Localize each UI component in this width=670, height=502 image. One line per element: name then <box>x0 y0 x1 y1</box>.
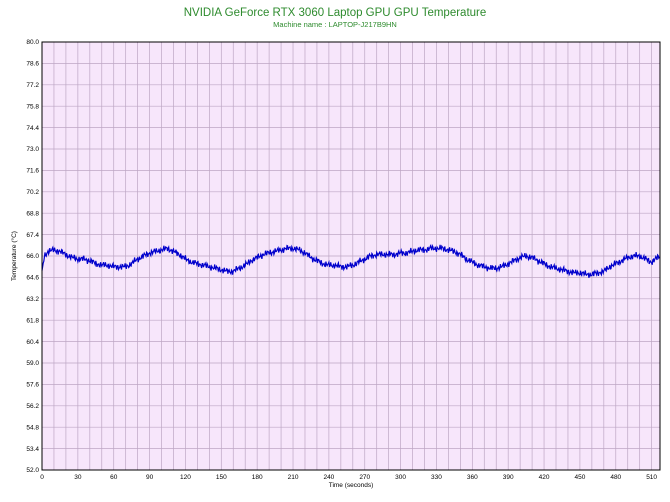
y-tick-label: 53.4 <box>26 446 39 453</box>
y-tick-label: 67.4 <box>26 232 39 239</box>
x-tick-label: 120 <box>180 474 191 481</box>
x-tick-label: 390 <box>503 474 514 481</box>
y-tick-label: 54.8 <box>26 424 39 431</box>
x-tick-label: 90 <box>146 474 154 481</box>
grid-lines <box>42 42 660 470</box>
x-tick-label: 240 <box>323 474 334 481</box>
x-tick-label: 270 <box>359 474 370 481</box>
chart-subtitle: Machine name : LAPTOP-J217B9HN <box>273 20 397 29</box>
x-tick-label: 450 <box>574 474 585 481</box>
x-tick-label: 330 <box>431 474 442 481</box>
x-tick-label: 0 <box>40 474 44 481</box>
x-axis-label: Time (seconds) <box>329 482 374 489</box>
y-tick-label: 73.0 <box>26 146 39 153</box>
x-tick-label: 180 <box>252 474 263 481</box>
x-tick-label: 480 <box>610 474 621 481</box>
chart-title: NVIDIA GeForce RTX 3060 Laptop GPU GPU T… <box>183 7 487 19</box>
x-tick-label: 360 <box>467 474 478 481</box>
y-tick-label: 61.8 <box>26 317 39 324</box>
x-tick-label: 420 <box>539 474 550 481</box>
y-tick-label: 74.4 <box>26 125 39 132</box>
y-tick-label: 71.6 <box>26 168 39 175</box>
x-tick-label: 510 <box>646 474 657 481</box>
x-tick-label: 210 <box>288 474 299 481</box>
plot-border <box>41 41 661 471</box>
y-tick-label: 60.4 <box>26 339 39 346</box>
y-tick-label: 75.8 <box>26 103 39 110</box>
x-tick-label: 30 <box>74 474 82 481</box>
y-tick-label: 77.2 <box>26 82 39 89</box>
y-tick-label: 80.0 <box>26 39 39 46</box>
y-tick-label: 57.6 <box>26 382 39 389</box>
y-tick-label: 52.0 <box>26 467 39 474</box>
x-tick-label: 60 <box>110 474 118 481</box>
x-tick-label: 150 <box>216 474 227 481</box>
y-tick-label: 66.0 <box>26 253 39 260</box>
y-tick-label: 68.8 <box>26 210 39 217</box>
y-tick-label: 64.6 <box>26 275 39 282</box>
temperature-series-line <box>41 243 661 278</box>
y-tick-labels: 52.0 53.4 54.8 56.2 57.6 59.0 60.4 61.8 63.2 64.6… <box>26 39 39 474</box>
y-tick-label: 59.0 <box>26 360 39 367</box>
x-tick-labels: 0 30 60 90 120 150 180 210 240 270 300 330 360 390 420… <box>40 474 657 481</box>
x-tick-label: 300 <box>395 474 406 481</box>
y-tick-label: 63.2 <box>26 296 39 303</box>
y-tick-label: 70.2 <box>26 189 39 196</box>
y-tick-label: 56.2 <box>26 403 39 410</box>
y-tick-label: 78.6 <box>26 61 39 68</box>
y-axis-label: Temperature (°C) <box>10 231 18 281</box>
